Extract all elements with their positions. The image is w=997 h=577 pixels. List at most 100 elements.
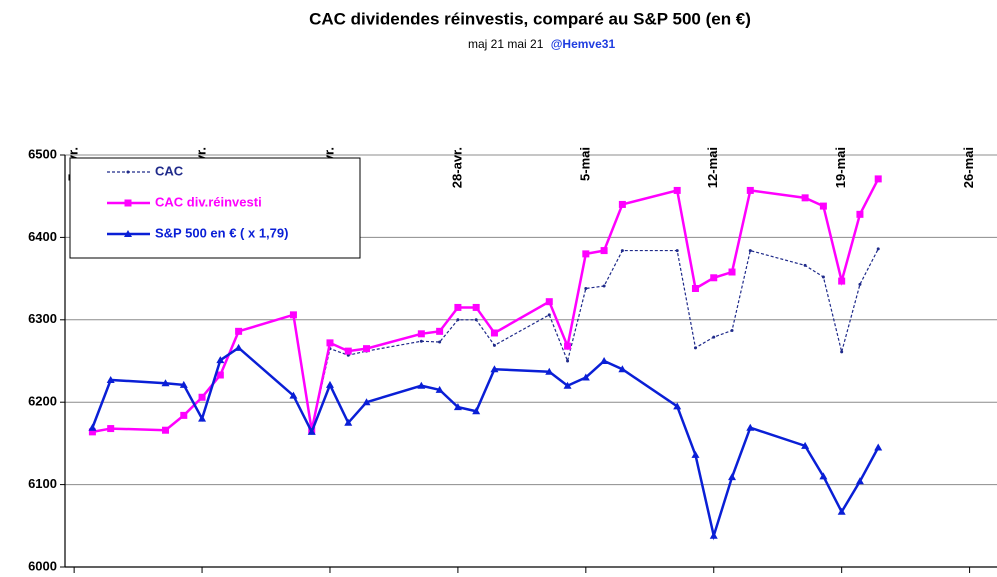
marker [547, 313, 551, 317]
marker [88, 428, 96, 436]
marker [584, 286, 588, 290]
marker [618, 365, 627, 373]
marker [474, 318, 478, 322]
marker [472, 407, 481, 415]
marker [876, 247, 880, 251]
marker [326, 339, 334, 347]
marker [363, 345, 371, 353]
marker [435, 385, 444, 393]
legend-label: CAC [155, 163, 184, 178]
marker [417, 381, 426, 389]
legend-label: S&P 500 en € ( x 1,79) [155, 225, 288, 240]
subtitle-text: maj 21 mai 21 [468, 37, 544, 51]
marker [325, 380, 334, 388]
marker [746, 186, 754, 194]
marker [819, 202, 827, 210]
series-line [92, 248, 879, 433]
y-tick-label: 6000 [28, 558, 57, 573]
marker [581, 373, 590, 381]
marker [858, 282, 862, 286]
marker [180, 411, 188, 419]
marker [803, 263, 807, 267]
marker [289, 391, 298, 399]
y-tick-label: 6500 [28, 146, 57, 161]
marker [618, 200, 626, 208]
marker [472, 303, 480, 311]
marker [107, 425, 115, 433]
marker [362, 398, 371, 406]
marker [855, 477, 864, 485]
marker [746, 423, 755, 431]
marker [673, 402, 682, 410]
marker [566, 359, 570, 363]
y-tick-label: 6400 [28, 229, 57, 244]
marker [748, 249, 752, 253]
marker [730, 329, 734, 333]
marker [106, 375, 115, 383]
marker [234, 343, 243, 351]
series-line [92, 178, 880, 434]
marker [874, 175, 882, 183]
y-tick-label: 6100 [28, 476, 57, 491]
y-tick-label: 6300 [28, 311, 57, 326]
marker [198, 393, 206, 401]
marker [161, 379, 170, 387]
marker [582, 250, 590, 258]
marker [179, 380, 188, 388]
marker [710, 274, 718, 282]
marker [545, 367, 554, 375]
marker [124, 199, 132, 207]
marker [453, 403, 462, 411]
marker [602, 284, 606, 288]
marker [712, 335, 716, 339]
marker [821, 275, 825, 279]
marker [874, 443, 883, 451]
marker [856, 210, 864, 218]
marker [564, 342, 572, 350]
marker [436, 327, 444, 335]
marker [620, 249, 624, 253]
marker [728, 268, 736, 276]
marker [456, 318, 460, 322]
marker [289, 311, 297, 319]
marker [801, 194, 809, 202]
marker [235, 327, 243, 335]
series-line [91, 346, 880, 541]
x-tick-label: 26-mai [961, 147, 976, 188]
marker [490, 365, 499, 373]
marker [673, 186, 681, 194]
marker [801, 441, 810, 449]
marker [728, 473, 737, 481]
marker [124, 230, 132, 237]
marker [216, 356, 225, 364]
marker [545, 298, 553, 306]
marker [709, 531, 718, 539]
marker [490, 329, 498, 337]
marker [126, 170, 130, 174]
marker [88, 423, 97, 431]
x-tick-label: 5-mai [577, 147, 592, 181]
x-tick-label: 12-mai [705, 147, 720, 188]
marker [492, 343, 496, 347]
subtitle: maj 21 mai 21 @Hemve31 [468, 37, 615, 51]
marker [837, 507, 846, 515]
marker [417, 330, 425, 338]
subtitle-handle: @Hemve31 [551, 37, 616, 51]
marker [438, 340, 442, 344]
marker [162, 426, 170, 434]
marker [419, 339, 423, 343]
legend: CAC CAC div.réinvesti S&P 500 en € ( x 1,7… [69, 157, 361, 259]
marker [600, 357, 609, 364]
marker [454, 303, 462, 311]
marker [691, 450, 700, 458]
x-tick-label: 19-mai [833, 147, 848, 188]
marker [563, 381, 572, 389]
marker [819, 472, 828, 480]
marker [600, 247, 608, 255]
marker [691, 284, 699, 292]
marker [344, 418, 353, 426]
marker [693, 346, 697, 350]
y-tick-label: 6200 [28, 394, 57, 409]
marker [675, 249, 679, 253]
